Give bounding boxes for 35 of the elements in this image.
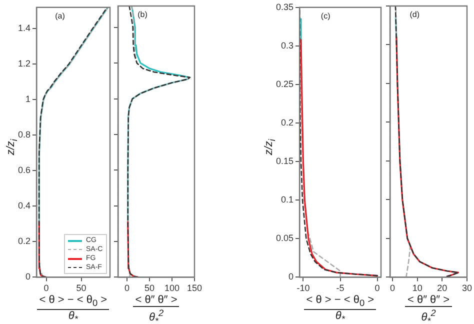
x-tick-label: 50 <box>144 283 155 294</box>
x-tick-label: 10 <box>412 283 422 294</box>
x-tick-label: 100 <box>164 283 180 294</box>
y-tick-label: 0.6 <box>18 165 31 176</box>
y-tick-label: 0.35 <box>276 2 294 12</box>
x-tick-label: 0 <box>390 283 395 294</box>
y-tick-label: 0.05 <box>276 233 294 244</box>
text: (c) <box>320 12 331 21</box>
x-tick-label: 0 <box>44 283 49 294</box>
x-tick-label: 30 <box>462 283 472 294</box>
x-tick-label: 150 <box>186 283 202 294</box>
y-tick-label: 0.1 <box>281 194 294 205</box>
y-tick-label: 0.4 <box>18 200 31 211</box>
y-tick-label: 0.3 <box>281 40 294 50</box>
y-tick-label: 1 <box>25 94 31 104</box>
x-tick-label: 50 <box>76 283 86 294</box>
text: < θ > − < θ$_{0}$ > θ$_{*}$ <box>39 294 108 324</box>
y-tick-label: 0 <box>288 272 294 282</box>
chart-title: (d) <box>410 10 420 20</box>
y-tick-label: 0.8 <box>18 130 31 140</box>
x-tick-label: 20 <box>437 283 448 294</box>
x-tick-label: 0 <box>374 283 380 294</box>
y-tick-label: 0 <box>25 272 31 282</box>
chart-title: (b) <box>138 10 148 20</box>
x-tick-label: -10 <box>296 283 310 294</box>
y-tick-label: 1.4 <box>18 23 31 34</box>
y-tick-label: 0.25 <box>276 78 294 89</box>
y-tick-label: 0.2 <box>281 118 294 128</box>
y-tick-label: 1.2 <box>18 58 31 69</box>
y-tick-label: 0.2 <box>18 236 31 246</box>
x-tick-label: 0 <box>124 283 130 294</box>
text: (a) <box>55 12 66 21</box>
text: < θ > − < θ$_{0}$ > θ$_{*}$ <box>306 294 374 324</box>
y-tick-label: 0.15 <box>276 156 294 166</box>
x-tick-label: -5 <box>336 283 344 294</box>
